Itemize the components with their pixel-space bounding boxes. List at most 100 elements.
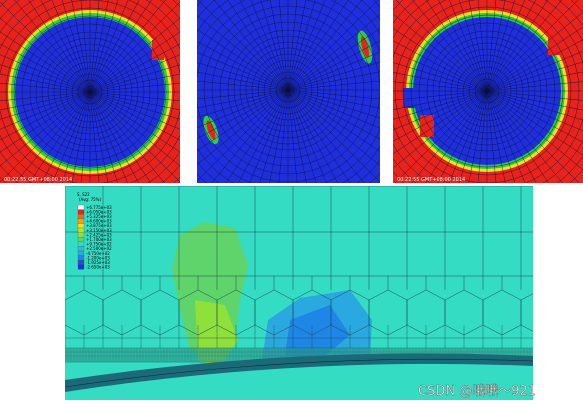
panel-2: [197, 0, 380, 183]
mesh-spoke: [197, 89, 289, 109]
mesh-spoke: [477, 0, 488, 92]
legend-swatch: [77, 246, 85, 252]
mesh-spoke: [0, 91, 91, 111]
mesh-spoke: [89, 0, 129, 93]
mesh-spoke: [197, 15, 289, 91]
mesh-spoke: [89, 91, 109, 183]
mesh-spoke: [287, 0, 379, 91]
mesh-spoke: [393, 81, 488, 92]
mesh-spoke: [89, 91, 180, 111]
mesh-spoke: [15, 91, 91, 183]
mesh-spoke: [287, 0, 316, 91]
mesh-spoke: [0, 91, 91, 141]
mesh-spoke: [197, 89, 289, 128]
mesh-spoke: [89, 91, 180, 167]
mesh-spoke: [0, 1, 91, 93]
mesh-spoke: [393, 90, 488, 101]
mesh-spoke: [197, 28, 289, 91]
mesh-spoke: [89, 31, 180, 93]
mesh-spoke: [287, 89, 380, 100]
mesh-spoke: [393, 90, 488, 155]
mesh-spoke: [486, 90, 583, 131]
mesh-spoke: [287, 89, 317, 183]
mesh-spoke: [28, 91, 91, 183]
legend-swatch: [77, 237, 85, 242]
mesh-spoke: [393, 13, 488, 92]
mesh-spoke: [486, 26, 583, 92]
mesh-spoke: [486, 0, 515, 92]
mesh-spoke: [0, 91, 91, 167]
mesh-spoke: [0, 31, 91, 93]
mesh-spoke: [486, 90, 580, 183]
mesh-spoke: [40, 0, 91, 93]
legend-label: +1.700e+03: [86, 237, 112, 242]
mesh-spoke: [468, 90, 488, 183]
mesh-spoke: [89, 91, 180, 102]
legend-label: -4.750e+02: [86, 251, 110, 256]
legend-swatch: [77, 264, 85, 270]
mesh-spoke: [71, 0, 91, 93]
mesh: [393, 0, 583, 183]
mesh-spoke: [468, 0, 488, 92]
mesh-spoke: [197, 52, 289, 91]
mesh-spoke: [62, 91, 91, 183]
mesh-spoke: [0, 54, 91, 93]
legend-title: S, S22: [77, 192, 90, 197]
mesh-spoke: [52, 91, 91, 183]
legend-swatch: [77, 204, 85, 210]
mesh-spoke: [89, 91, 180, 153]
mesh-spoke: [0, 43, 91, 93]
mesh-spoke: [486, 90, 516, 183]
mesh-spoke: [287, 0, 363, 91]
mesh-spoke: [89, 82, 180, 93]
mesh-spoke: [393, 90, 488, 110]
mesh-spoke: [89, 54, 180, 93]
mesh-spoke: [437, 90, 488, 183]
mesh-spoke: [394, 90, 488, 183]
mesh-spoke: [287, 0, 326, 91]
mesh-spoke: [486, 0, 549, 92]
legend-label: -1.200e+03: [86, 255, 110, 260]
mesh-spoke: [287, 89, 307, 183]
legend-swatch: [77, 255, 85, 261]
mesh-spoke: [89, 91, 139, 183]
mesh-spoke: [197, 71, 289, 91]
legend-subtitle: (Avg: 75%): [79, 197, 101, 202]
mesh-spoke: [197, 62, 289, 91]
mesh-spoke: [89, 0, 140, 93]
mesh-spoke: [89, 91, 128, 183]
mesh-spoke: [89, 91, 118, 183]
mesh-spoke: [287, 89, 327, 183]
legend-swatch: [77, 227, 85, 233]
legend-label: +9.750e+02: [86, 242, 112, 247]
legend-label: +6.775e+03: [86, 205, 112, 210]
mesh-spoke: [287, 89, 351, 183]
mesh-spoke: [250, 0, 289, 91]
panel-1: [0, 0, 180, 183]
mesh-spoke: [51, 0, 91, 93]
mesh-spoke: [393, 72, 488, 92]
mesh-spoke: [287, 14, 380, 91]
mesh-spoke: [197, 80, 289, 91]
mesh-spoke: [287, 28, 380, 91]
mesh-spoke: [393, 62, 488, 92]
mesh-spoke: [486, 51, 583, 92]
timestamp: 00:22:55 GMT+08:00 2014: [4, 177, 72, 183]
mesh-spoke: [486, 90, 563, 183]
mesh-spoke: [486, 81, 583, 92]
mesh-spoke: [197, 89, 289, 182]
mesh-spoke: [486, 0, 579, 92]
mesh-spoke: [278, 89, 289, 183]
mesh-spoke: [89, 1, 180, 93]
mesh-spoke: [80, 0, 91, 93]
mesh-spoke: [89, 0, 119, 93]
mesh-spoke: [89, 0, 109, 93]
mesh-spoke: [486, 39, 583, 92]
mesh-spoke: [486, 90, 497, 183]
mesh-spoke: [89, 91, 180, 120]
mesh-spoke: [89, 91, 180, 183]
mesh-spoke: [89, 91, 180, 141]
mesh-spoke: [239, 0, 289, 91]
legend-label: -1.925e+03: [86, 260, 110, 265]
